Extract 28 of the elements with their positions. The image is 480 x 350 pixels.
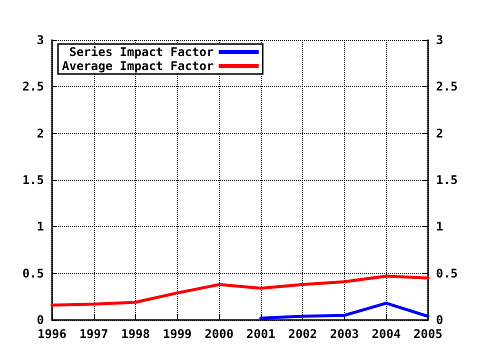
x-tick-label: 2000 xyxy=(204,327,234,341)
x-tick-label: 2004 xyxy=(372,327,401,341)
x-tick-label: 1996 xyxy=(38,327,66,341)
y2-tick-label: 2.5 xyxy=(436,80,458,94)
y2-tick-label: 1.5 xyxy=(436,173,458,187)
y-tick-label: 1 xyxy=(36,220,44,234)
y2-tick-label: 1 xyxy=(436,220,444,234)
line-series xyxy=(259,302,430,320)
y2-tick-label: 0 xyxy=(436,313,444,327)
legend-label: Series Impact Factor xyxy=(69,45,214,59)
y2-tick-label: 2 xyxy=(436,126,444,140)
y-tick-label: 2.5 xyxy=(22,80,44,94)
line-series xyxy=(50,274,430,307)
x-tick-label: 2003 xyxy=(330,327,359,341)
x-tick-label: 2002 xyxy=(288,327,318,341)
x-tick-label: 2001 xyxy=(246,327,276,341)
x-tick-label: 1998 xyxy=(121,327,150,341)
x-tick-label: 1997 xyxy=(79,327,108,341)
x-tick-label: 2005 xyxy=(414,327,442,341)
legend-label: Average Impact Factor xyxy=(62,59,214,73)
y2-tick-label: 3 xyxy=(436,33,444,47)
y-tick-label: 0.5 xyxy=(22,266,44,280)
y-tick-label: 1.5 xyxy=(22,173,44,187)
y2-tick-label: 0.5 xyxy=(436,266,458,280)
y-tick-label: 0 xyxy=(36,313,44,327)
y-tick-label: 2 xyxy=(36,126,44,140)
y-tick-label: 3 xyxy=(36,33,44,47)
x-tick-label: 1999 xyxy=(162,327,192,341)
